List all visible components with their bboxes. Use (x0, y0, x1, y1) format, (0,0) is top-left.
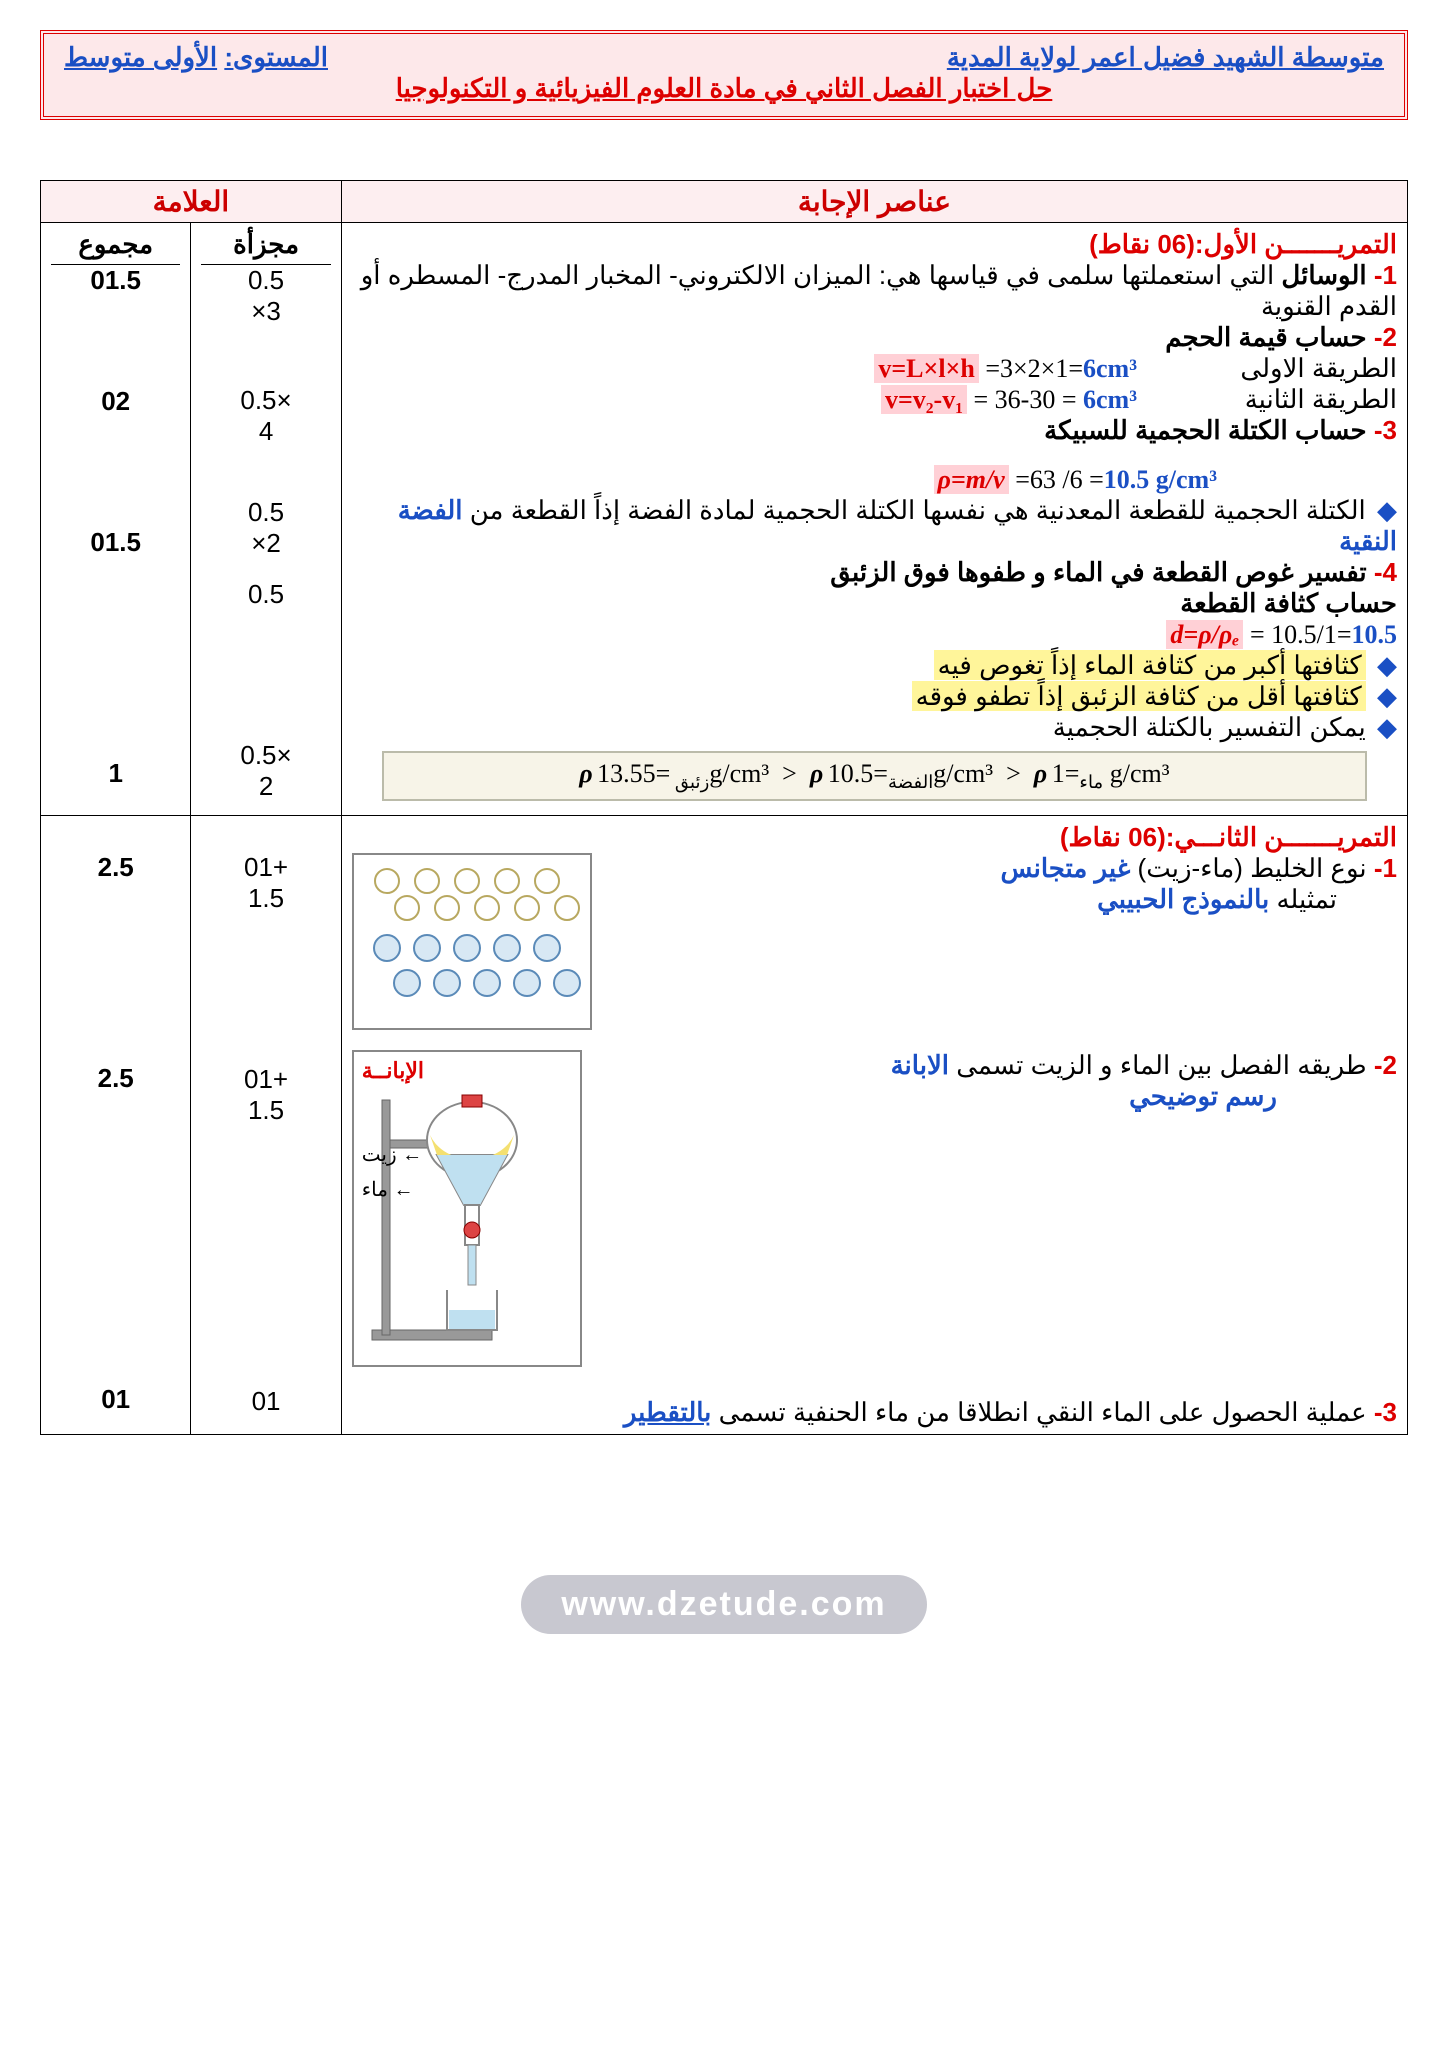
q4-title: تفسير غوص القطعة في الماء و طفوها فوق ال… (830, 557, 1366, 587)
level: المستوى: الأولى متوسط (64, 42, 328, 73)
method1-label: الطريقة الاولى (1177, 353, 1397, 384)
q1-num: 1- (1374, 260, 1397, 290)
ex2-q2-ans: الابانة (891, 1050, 949, 1080)
ex2-q1-ans: غير متجانس (1000, 853, 1130, 883)
doc-subtitle: حل اختبار الفصل الثاني في مادة العلوم ال… (64, 73, 1384, 104)
diag-title: الإبانــة (362, 1058, 424, 1084)
ex2-q2-text: طريقه الفصل بين الماء و الزيت تسمى (949, 1050, 1367, 1080)
ex2-content: التمريـــــــن الثانـــي:(06 نقاط) 1- نو… (341, 816, 1407, 1435)
density-inequality-box: ρ زئبق =13.55g/cm³ > ρ الفضة=10.5g/cm³ >… (382, 751, 1367, 801)
q4-sub: حساب كثافة القطعة (1180, 588, 1397, 618)
bullet1: كثافتها أكبر من كثافة الماء إذاً تغوص في… (934, 650, 1366, 680)
q3-num: 3- (1374, 415, 1397, 445)
ex2-q1-text: نوع الخليط (ماء-زيت) (1130, 853, 1366, 883)
q2-title: حساب قيمة الحجم (1165, 322, 1366, 352)
ex2-q1-model: بالنموذج الحبيبي (1097, 884, 1269, 914)
method2-label: الطريقة الثانية (1177, 384, 1397, 415)
ex2-q2-num: 2- (1374, 1050, 1397, 1080)
diag-oil-label: ← زيت (362, 1142, 422, 1167)
ex2-q2-sub: رسم توضيحي (1129, 1081, 1277, 1111)
ex2-q3-text: عملية الحصول على الماء النقي انطلاقا من … (711, 1397, 1366, 1427)
col-score-header: العلامة (41, 181, 342, 223)
level-label: المستوى: (224, 42, 328, 72)
ex2-q3-ans: بالتقطير (624, 1397, 712, 1427)
col-total-header: مجموع (51, 229, 180, 265)
formula-d: d=ρ/ρₑ = 10.5/1=10.5 (1166, 620, 1397, 650)
footer: www.dzetude.com (40, 1575, 1408, 1634)
q1-label: الوسائل (1281, 260, 1366, 290)
q4-num: 4- (1374, 557, 1397, 587)
ex1-content: التمريـــــــن الأول:(06 نقاط) 1- الوسائ… (341, 223, 1407, 816)
ex2-q1-num: 1- (1374, 853, 1397, 883)
q1-text: التي استعملتها سلمى في قياسها هي: الميزا… (361, 260, 1397, 321)
q3-line: الكتلة الحجمية للقطعة المعدنية هي نفسها … (463, 495, 1366, 525)
decantation-diagram: الإبانــة ← زيت ← ماء (352, 1050, 582, 1367)
col-answers-header: عناصر الإجابة (341, 181, 1407, 223)
q2-num: 2- (1374, 322, 1397, 352)
ex2-q1-sub: تمثيله (1269, 884, 1337, 914)
q3-title: حساب الكتلة الحجمية للسبيكة (1044, 415, 1366, 445)
formula-rho: ρ=m/v =63 /6 =10.5 g/cm³ (934, 465, 1217, 495)
diag-water-label: ← ماء (362, 1177, 414, 1202)
particle-model-diagram (352, 853, 592, 1030)
bullet2: كثافتها أقل من كثافة الزئبق إذاً تطفو فو… (912, 681, 1366, 711)
ex1-title: التمريـــــــن الأول:(06 نقاط) (352, 229, 1397, 260)
answers-table: عناصر الإجابة العلامة التمريـــــــن الأ… (40, 180, 1408, 1435)
ex2-title: التمريـــــــن الثانـــي:(06 نقاط) (352, 822, 1397, 853)
formula-v2: v=v₂-v₁ = 36-30 = 6cm³ (881, 385, 1137, 415)
bullet-icon: ◆ (1377, 495, 1397, 525)
level-value: الأولى متوسط (64, 42, 217, 72)
footer-url: www.dzetude.com (521, 1575, 926, 1634)
col-parts-header: مجزأة (201, 229, 330, 265)
header-box: متوسطة الشهيد فضيل اعمر لولاية المدية ال… (40, 30, 1408, 120)
bullet3: يمكن التفسير بالكتلة الحجمية (1053, 712, 1366, 742)
ex2-q3-num: 3- (1374, 1397, 1397, 1427)
school-name: متوسطة الشهيد فضيل اعمر لولاية المدية (947, 42, 1384, 73)
formula-v1: v=L×l×h =3×2×1=6cm³ (874, 354, 1137, 384)
